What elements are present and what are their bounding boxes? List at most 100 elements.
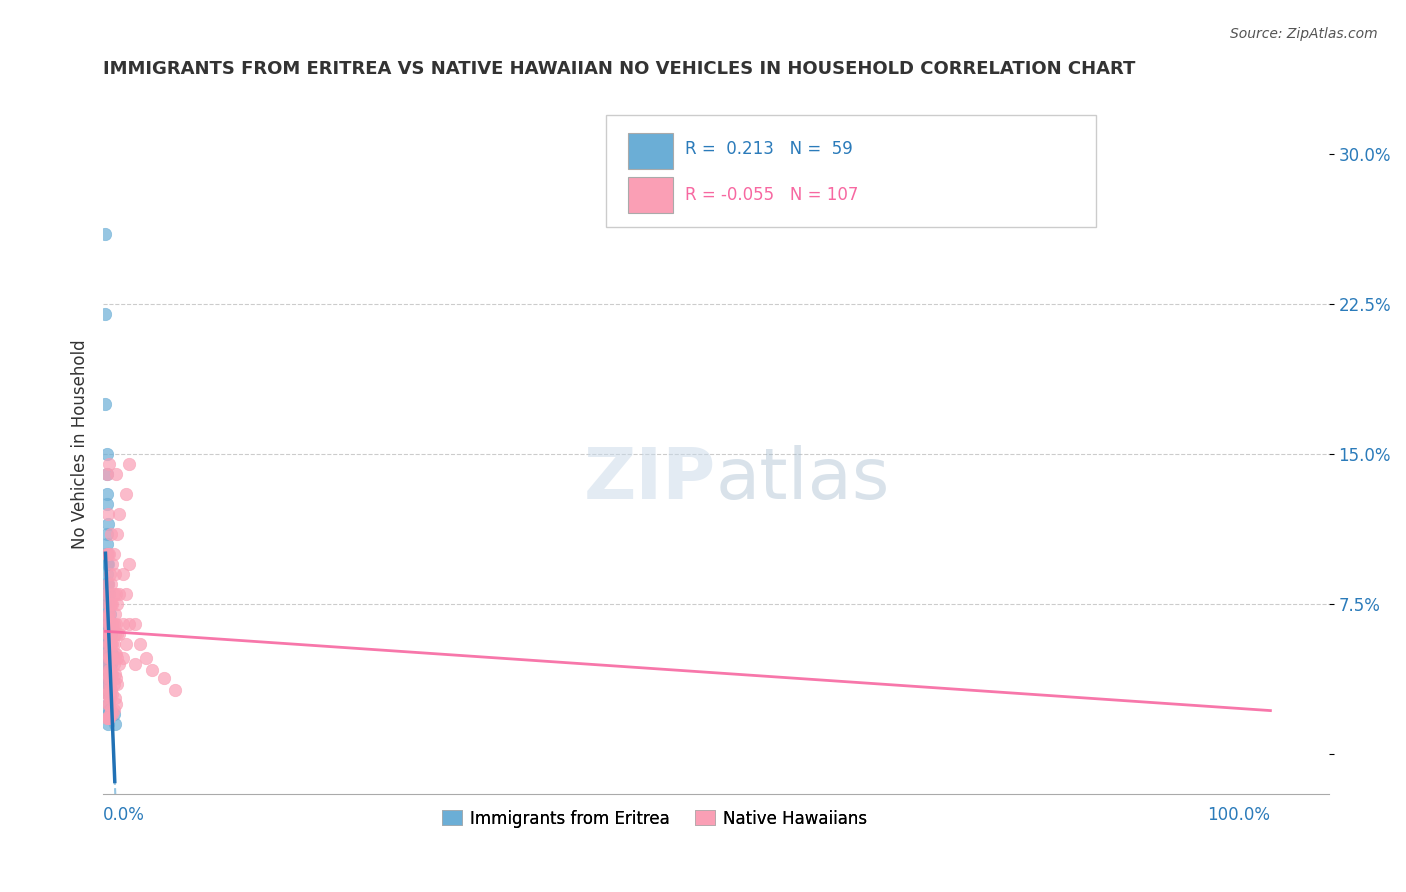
Point — [97, 666, 120, 681]
Point — [97, 577, 120, 591]
Text: R = -0.055   N = 107: R = -0.055 N = 107 — [685, 186, 859, 204]
Point — [97, 697, 120, 711]
Point — [97, 587, 120, 601]
Point — [103, 547, 125, 561]
Point — [108, 587, 131, 601]
Point — [104, 607, 127, 621]
Point — [104, 647, 127, 661]
Point — [98, 566, 121, 581]
Point — [152, 671, 174, 685]
Point — [100, 666, 122, 681]
Point — [104, 671, 127, 685]
Point — [124, 616, 146, 631]
Point — [101, 666, 124, 681]
Point — [100, 682, 122, 697]
Point — [97, 703, 120, 717]
Point — [96, 687, 118, 701]
Point — [96, 657, 118, 671]
Point — [103, 657, 125, 671]
Point — [97, 627, 120, 641]
Point — [97, 616, 120, 631]
Text: Source: ZipAtlas.com: Source: ZipAtlas.com — [1230, 27, 1378, 41]
Point — [97, 697, 120, 711]
Point — [104, 467, 127, 481]
FancyBboxPatch shape — [627, 133, 673, 169]
Point — [97, 716, 120, 731]
Point — [97, 697, 120, 711]
Point — [103, 706, 125, 721]
Point — [104, 566, 127, 581]
Point — [97, 637, 120, 651]
Point — [97, 657, 120, 671]
Point — [100, 616, 122, 631]
Point — [97, 711, 120, 725]
Point — [129, 637, 152, 651]
Point — [96, 611, 118, 625]
Point — [96, 597, 118, 611]
Point — [108, 507, 131, 521]
Point — [118, 557, 141, 571]
Text: 0.0%: 0.0% — [103, 805, 145, 823]
Point — [96, 637, 118, 651]
Point — [97, 663, 120, 677]
Point — [96, 671, 118, 685]
Point — [97, 637, 120, 651]
Point — [103, 677, 125, 691]
Text: IMMIGRANTS FROM ERITREA VS NATIVE HAWAIIAN NO VEHICLES IN HOUSEHOLD CORRELATION : IMMIGRANTS FROM ERITREA VS NATIVE HAWAII… — [103, 60, 1136, 78]
Point — [104, 647, 127, 661]
Point — [96, 497, 118, 511]
FancyBboxPatch shape — [606, 115, 1095, 227]
Point — [101, 647, 124, 661]
Point — [105, 597, 128, 611]
Point — [97, 557, 120, 571]
Point — [101, 637, 124, 651]
Point — [98, 637, 121, 651]
Point — [97, 607, 120, 621]
Point — [104, 690, 127, 705]
Point — [100, 597, 122, 611]
Point — [103, 703, 125, 717]
Point — [97, 637, 120, 651]
Point — [97, 671, 120, 685]
Point — [101, 687, 124, 701]
Point — [97, 547, 120, 561]
Point — [96, 666, 118, 681]
Point — [96, 663, 118, 677]
Point — [104, 697, 127, 711]
Point — [96, 527, 118, 541]
Point — [98, 663, 121, 677]
Point — [97, 616, 120, 631]
Point — [97, 616, 120, 631]
Point — [97, 687, 120, 701]
Point — [115, 487, 138, 501]
Text: ZIP: ZIP — [583, 444, 716, 514]
Point — [98, 607, 121, 621]
Point — [96, 616, 118, 631]
Point — [104, 716, 127, 731]
Point — [97, 597, 120, 611]
Point — [98, 597, 121, 611]
Point — [100, 637, 122, 651]
Y-axis label: No Vehicles in Household: No Vehicles in Household — [72, 339, 89, 549]
Point — [98, 663, 121, 677]
Point — [111, 616, 134, 631]
Point — [97, 616, 120, 631]
Point — [97, 677, 120, 691]
Point — [118, 616, 141, 631]
Point — [96, 587, 118, 601]
Point — [96, 467, 118, 481]
Point — [96, 650, 118, 665]
Point — [98, 677, 121, 691]
Point — [98, 690, 121, 705]
Point — [96, 487, 118, 501]
Point — [97, 627, 120, 641]
Point — [97, 647, 120, 661]
Point — [97, 677, 120, 691]
Point — [101, 650, 124, 665]
Point — [97, 650, 120, 665]
Text: R =  0.213   N =  59: R = 0.213 N = 59 — [685, 140, 853, 158]
Point — [94, 307, 117, 321]
Point — [97, 647, 120, 661]
Point — [94, 227, 117, 242]
Point — [96, 677, 118, 691]
